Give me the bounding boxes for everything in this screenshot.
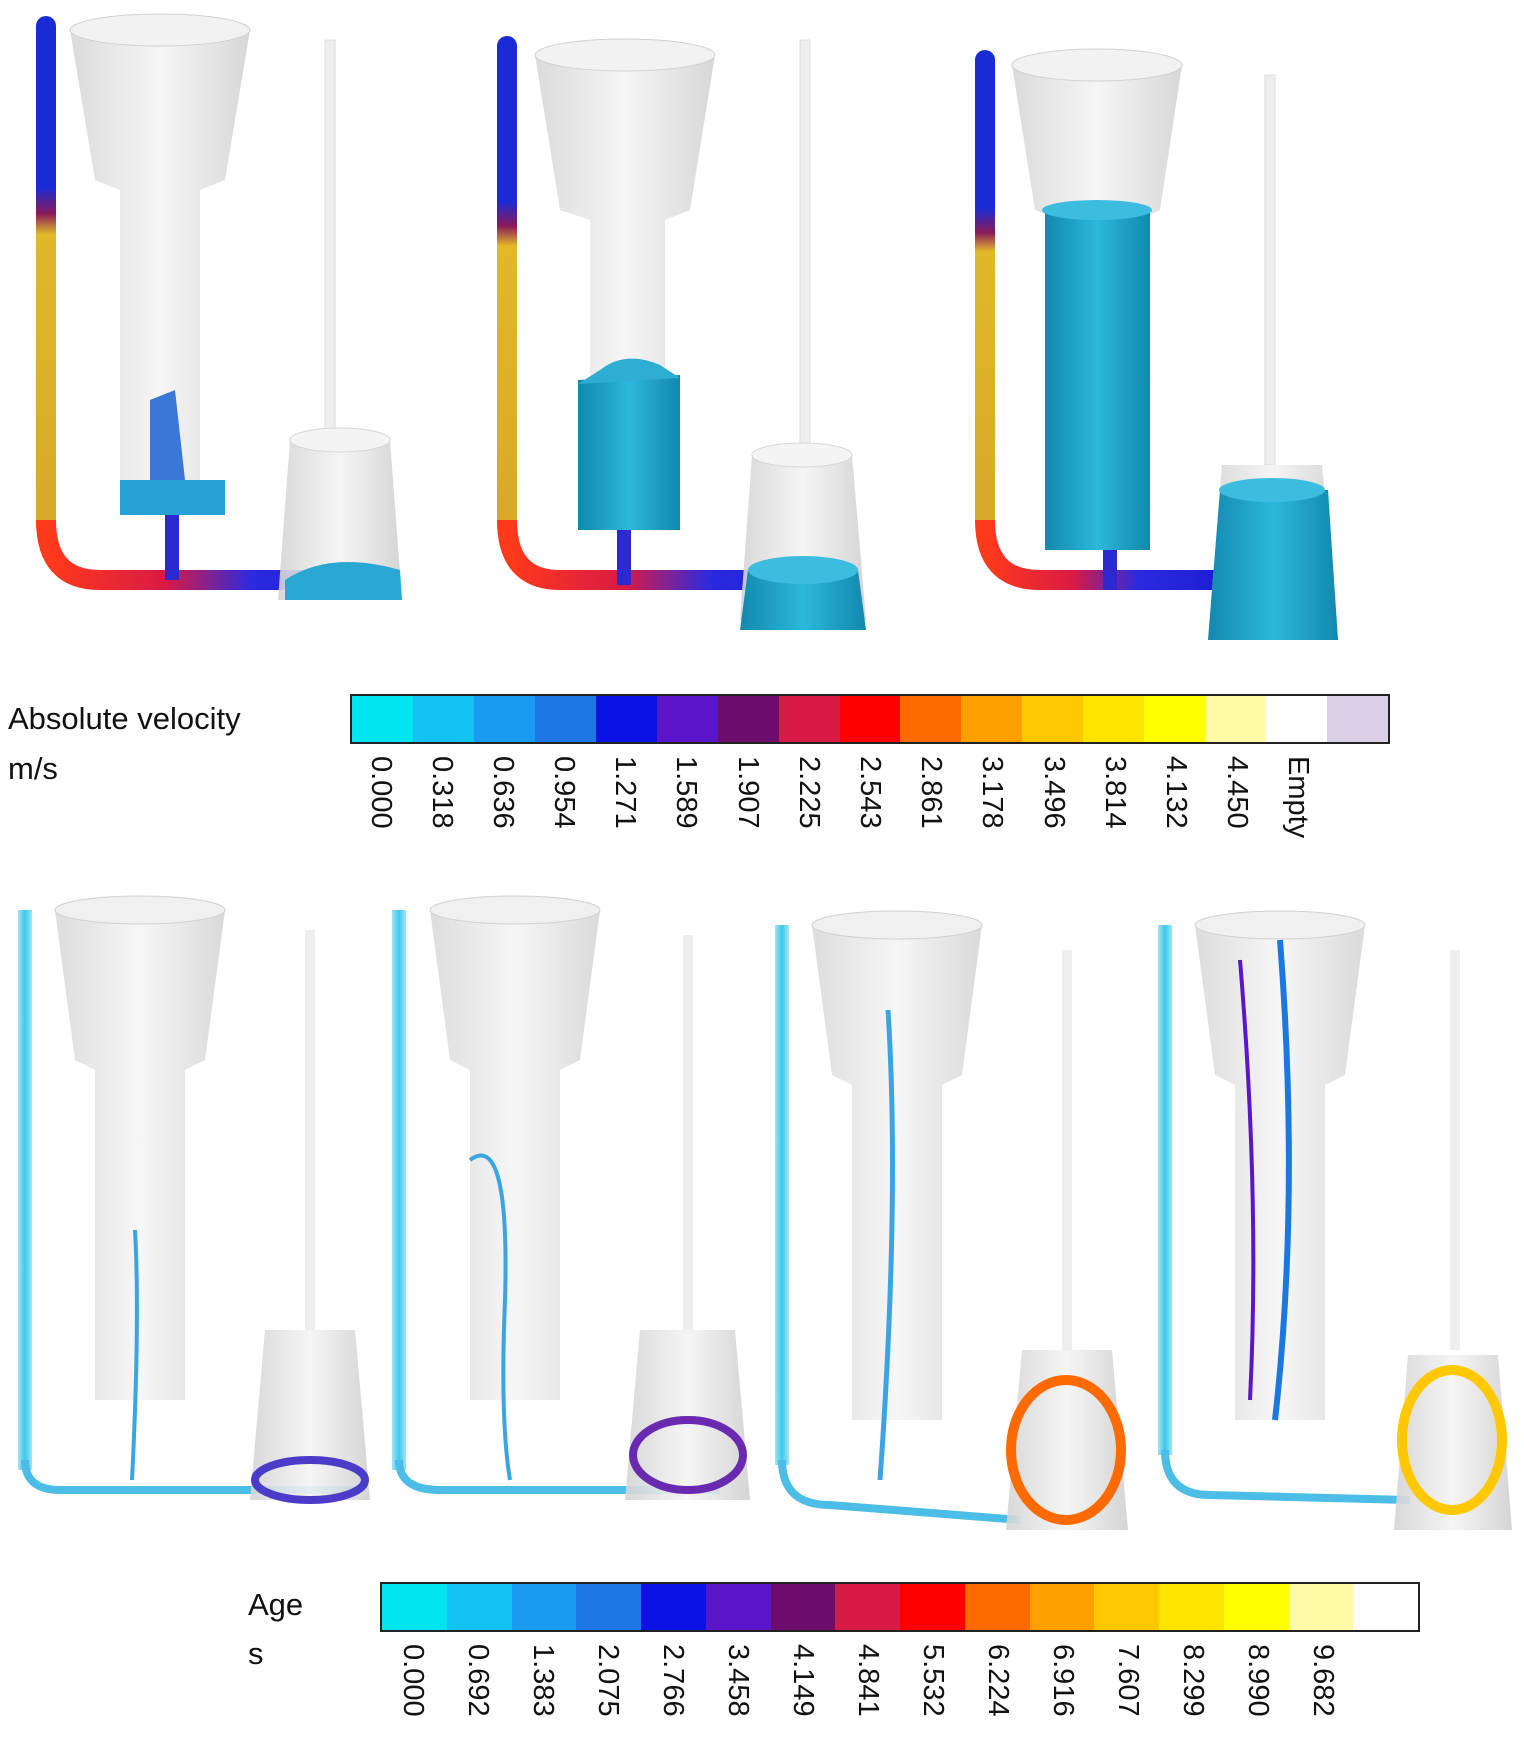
age-tick-label: 0.000: [396, 1644, 429, 1717]
velocity-snapshot-1: [36, 13, 402, 600]
age-swatch: [511, 1584, 577, 1630]
velocity-tick-label: 2.225: [792, 756, 825, 829]
age-swatch: [900, 1584, 965, 1630]
age-tick-label: 6.916: [1046, 1644, 1079, 1717]
age-snapshot-4: [1158, 910, 1512, 1530]
velocity-swatch: [534, 696, 596, 742]
velocity-swatch: [839, 696, 901, 742]
age-swatch: [576, 1584, 641, 1630]
velocity-swatch: [1266, 696, 1327, 742]
age-swatch: [1353, 1584, 1418, 1630]
age-legend-title: Age: [248, 1587, 304, 1622]
velocity-swatch: [717, 696, 779, 742]
velocity-swatch: [900, 696, 962, 742]
age-tick-label: 0.692: [461, 1644, 494, 1717]
velocity-colorbar: [350, 694, 1390, 744]
age-tick-label: 2.766: [656, 1644, 689, 1717]
velocity-tick-label: 3.178: [976, 756, 1009, 829]
velocity-swatch: [961, 696, 1023, 742]
velocity-swatch: [1083, 696, 1145, 742]
velocity-tick-label: 1.907: [731, 756, 764, 829]
age-tick-label: 9.682: [1306, 1644, 1339, 1717]
age-swatch: [1223, 1584, 1289, 1630]
age-swatch: [446, 1584, 512, 1630]
velocity-swatch: [473, 696, 535, 742]
age-tick-label: 7.607: [1111, 1644, 1144, 1717]
velocity-tick-label: 1.589: [670, 756, 703, 829]
velocity-tick-label: 0.954: [548, 756, 581, 829]
velocity-swatch: [1205, 696, 1267, 742]
velocity-tick-label: Empty: [1282, 756, 1315, 839]
velocity-tick-label: 3.496: [1037, 756, 1070, 829]
velocity-tick-label: 0.000: [364, 756, 397, 829]
velocity-swatch: [412, 696, 474, 742]
age-snapshot-2: [392, 895, 750, 1500]
age-snapshot-1: [18, 895, 370, 1504]
age-tick-label: 8.990: [1241, 1644, 1274, 1717]
age-snapshot-3: [775, 910, 1128, 1530]
velocity-swatch: [1144, 696, 1206, 742]
age-swatch: [1159, 1584, 1224, 1630]
velocity-swatch: [352, 696, 413, 742]
age-tick-label: 2.075: [591, 1644, 624, 1717]
velocity-tick-label: 0.318: [425, 756, 458, 829]
velocity-tick-label: 2.861: [915, 756, 948, 829]
age-swatch: [1029, 1584, 1095, 1630]
age-colorbar: [380, 1582, 1420, 1632]
age-tick-label: 3.458: [721, 1644, 754, 1717]
age-tick-label: 5.532: [916, 1644, 949, 1717]
age-swatch: [835, 1584, 900, 1630]
age-swatch: [1288, 1584, 1354, 1630]
velocity-swatch: [656, 696, 718, 742]
age-swatch: [770, 1584, 836, 1630]
velocity-swatch: [778, 696, 840, 742]
velocity-swatch: [1327, 696, 1388, 742]
age-tick-label: 1.383: [526, 1644, 559, 1717]
velocity-legend-unit: m/s: [8, 751, 58, 786]
velocity-tick-label: 3.814: [1098, 756, 1131, 829]
velocity-tick-label: 2.543: [854, 756, 886, 829]
age-swatch: [964, 1584, 1030, 1630]
age-tick-label: 4.841: [851, 1644, 884, 1717]
age-swatch: [1094, 1584, 1159, 1630]
velocity-snapshot-3: [975, 48, 1338, 640]
velocity-tick-label: 1.271: [609, 756, 642, 829]
velocity-tick-label: 0.636: [486, 756, 519, 829]
velocity-tick-label: 4.132: [1159, 756, 1192, 829]
age-tick-label: 6.224: [981, 1644, 1014, 1717]
age-legend-unit: s: [248, 1636, 264, 1671]
velocity-snapshot-2: [497, 36, 866, 630]
age-tick-label: 4.149: [786, 1644, 819, 1717]
velocity-tick-label: 4.450: [1221, 756, 1254, 829]
velocity-swatch: [595, 696, 657, 742]
age-swatch: [382, 1584, 447, 1630]
velocity-swatch: [1022, 696, 1084, 742]
age-tick-label: 8.299: [1176, 1644, 1209, 1717]
velocity-legend-title: Absolute velocity: [8, 701, 241, 736]
age-swatch: [641, 1584, 706, 1630]
age-swatch: [705, 1584, 771, 1630]
